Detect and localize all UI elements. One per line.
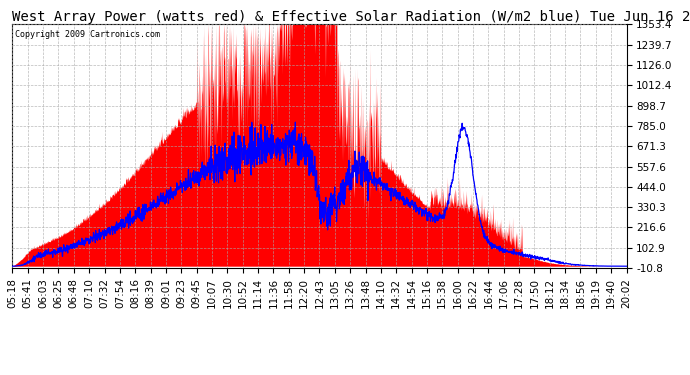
Text: Copyright 2009 Cartronics.com: Copyright 2009 Cartronics.com — [15, 30, 161, 39]
Text: West Array Power (watts red) & Effective Solar Radiation (W/m2 blue) Tue Jun 16 : West Array Power (watts red) & Effective… — [12, 10, 690, 24]
